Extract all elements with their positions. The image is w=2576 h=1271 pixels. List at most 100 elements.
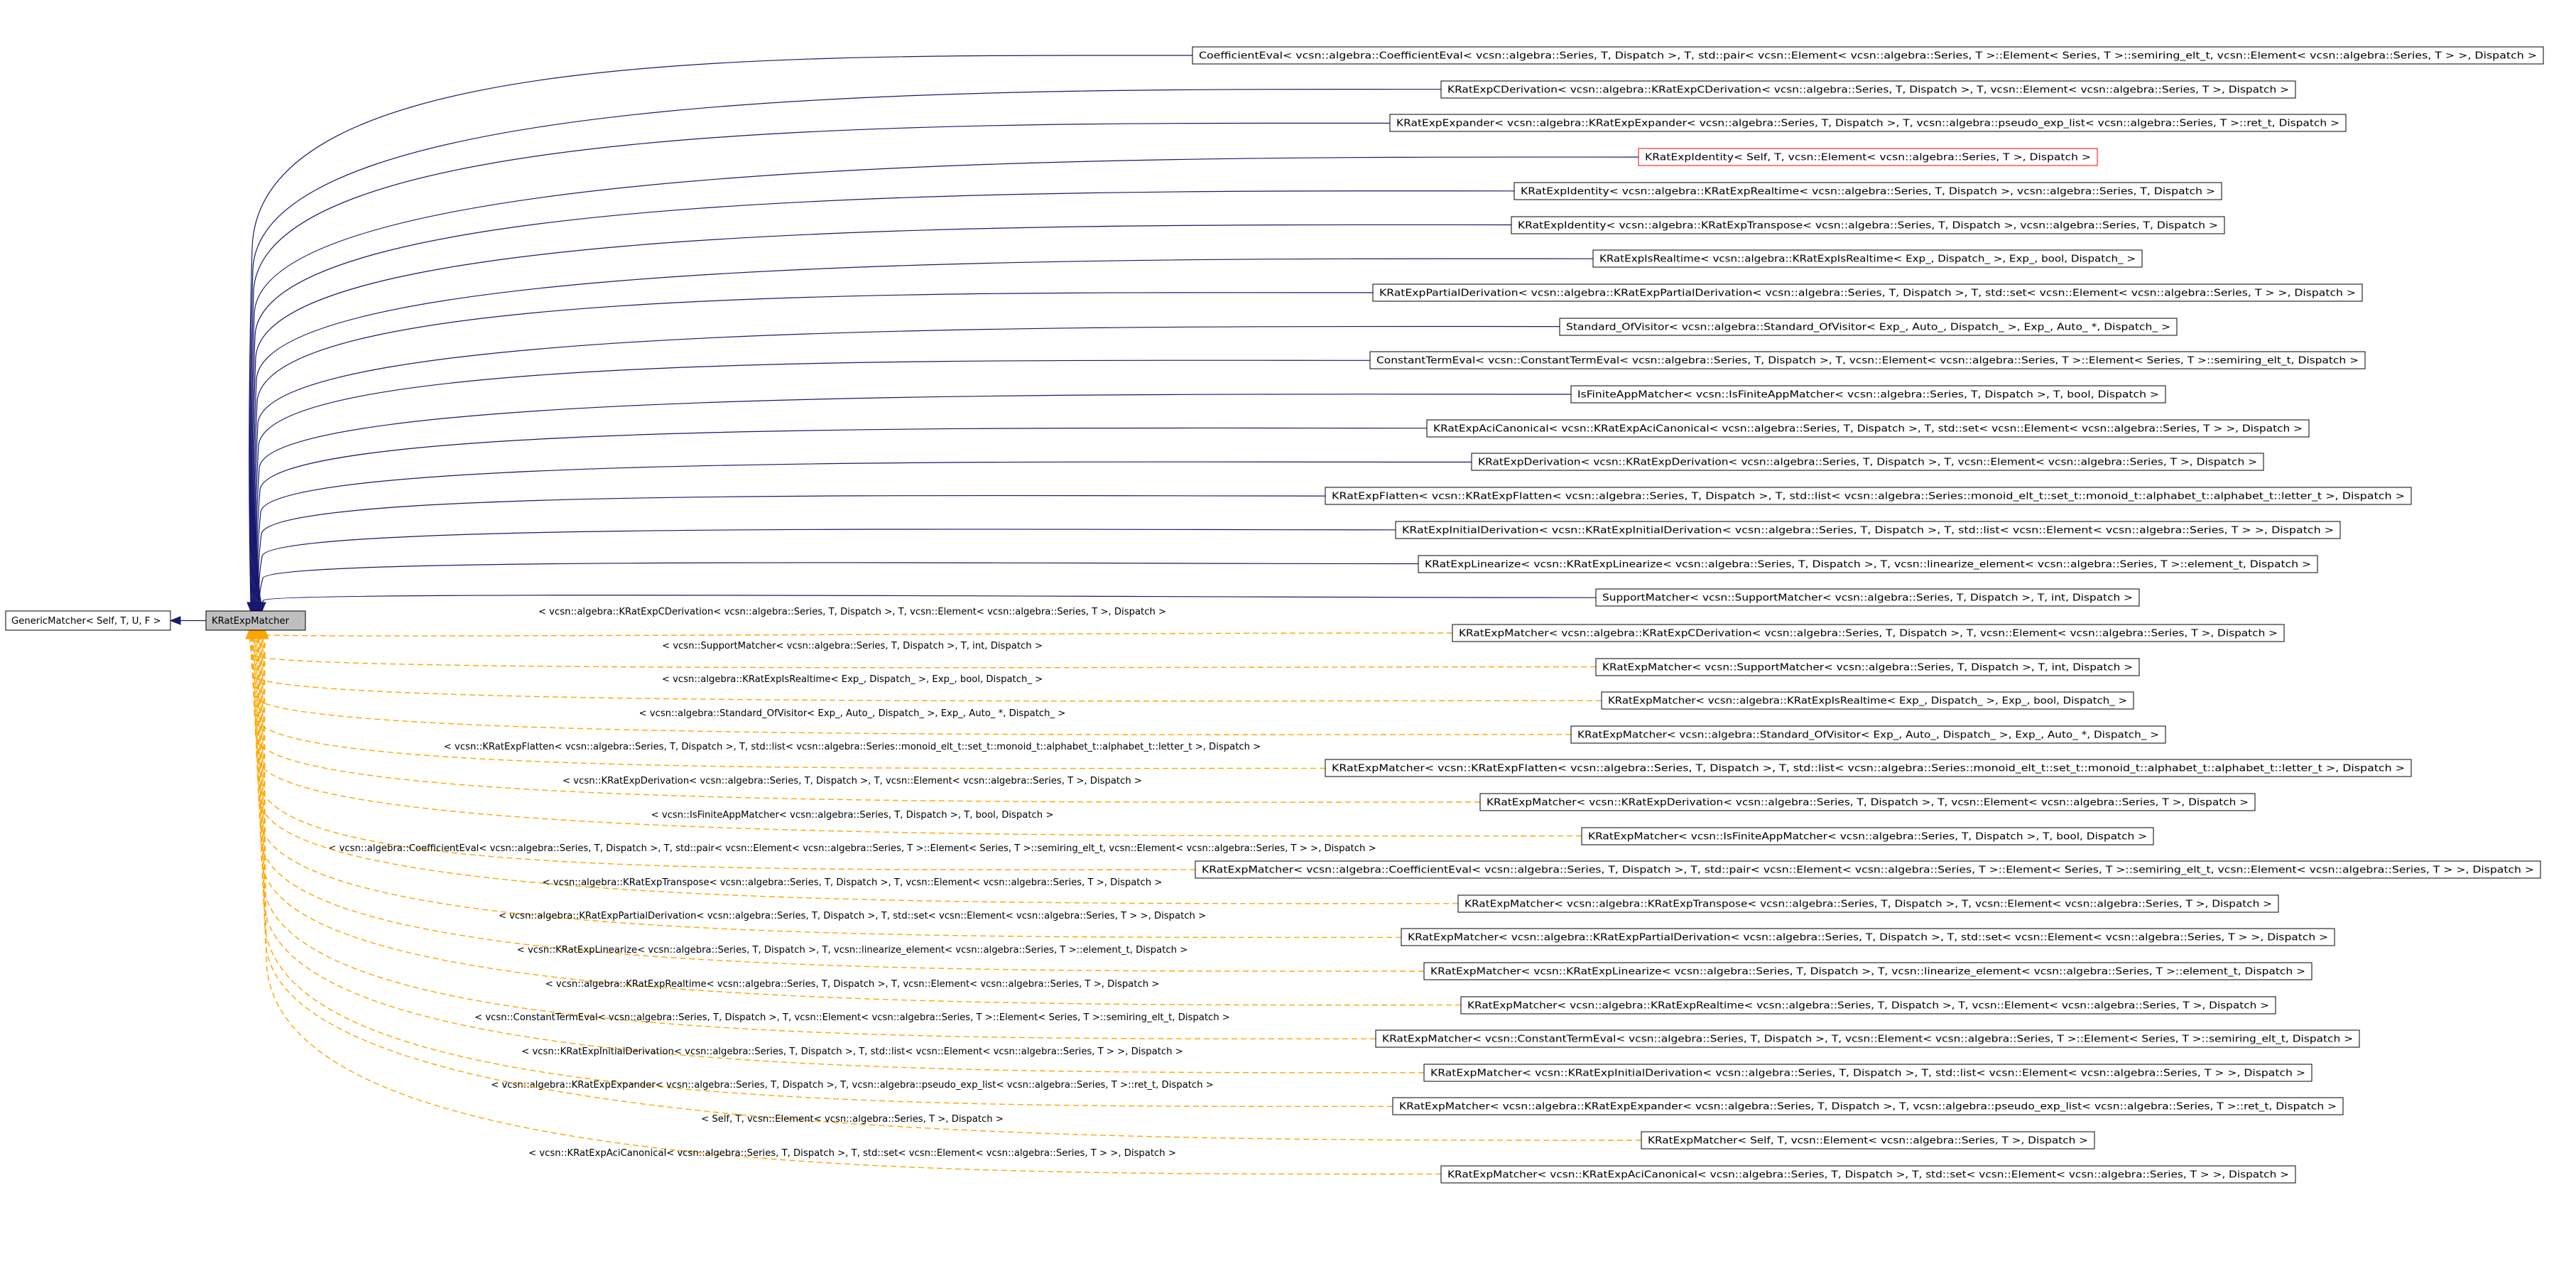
dashed-child-8-label: KRatExpMatcher< vcsn::algebra::KRatExpTr… [1464,899,2272,910]
dashed-edge-13 [261,635,1425,1073]
solid-child-8[interactable]: Standard_OfVisitor< vcsn::algebra::Stand… [1559,318,2178,336]
dashed-child-1[interactable]: KRatExpMatcher< vcsn::SupportMatcher< vc… [1595,658,2140,676]
dashed-child-2[interactable]: KRatExpMatcher< vcsn::algebra::KRatExpIs… [1601,691,2134,710]
solid-child-15-label: KRatExpLinearize< vcsn::KRatExpLinearize… [1425,560,2311,570]
solid-child-11-label: KRatExpAciCanonical< vcsn::KRatExpAciCan… [1433,424,2303,435]
solid-edge-8 [254,325,1560,606]
dashed-child-14[interactable]: KRatExpMatcher< vcsn::algebra::KRatExpEx… [1392,1097,2344,1115]
solid-child-5[interactable]: KRatExpIdentity< vcsn::algebra::KRatExpT… [1511,216,2225,234]
dashed-edge-label-12: < vcsn::ConstantTermEval< vcsn::algebra:… [474,1012,1230,1023]
solid-child-1-label: KRatExpCDerivation< vcsn::algebra::KRatE… [1447,85,2289,96]
solid-child-14-label: KRatExpInitialDerivation< vcsn::KRatExpI… [1402,526,2334,536]
solid-edge-12 [257,461,1472,606]
dashed-child-16[interactable]: KRatExpMatcher< vcsn::KRatExpAciCanonica… [1440,1165,2296,1184]
dashed-child-14-label: KRatExpMatcher< vcsn::algebra::KRatExpEx… [1399,1102,2337,1113]
node-generic-matcher-label: GenericMatcher< Self, T, U, F > [11,616,161,627]
edge-inherit-generic-arrow [169,616,181,625]
dashed-child-15[interactable]: KRatExpMatcher< Self, T, vcsn::Element< … [1641,1131,2095,1150]
solid-child-3[interactable]: KRatExpIdentity< Self, T, vcsn::Element<… [1638,148,2098,166]
dashed-edge-0 [248,632,1453,640]
dashed-child-10[interactable]: KRatExpMatcher< vcsn::KRatExpLinearize< … [1423,962,2313,980]
dashed-edge-label-3: < vcsn::algebra::Standard_OfVisitor< Exp… [639,708,1066,719]
dashed-edge-5 [253,635,1481,803]
dashed-edge-label-15: < Self, T, vcsn::Element< vcsn::algebra:… [701,1114,1004,1125]
dashed-child-11-label: KRatExpMatcher< vcsn::algebra::KRatExpRe… [1467,1001,2269,1012]
dashed-child-11[interactable]: KRatExpMatcher< vcsn::algebra::KRatExpRe… [1460,996,2276,1015]
solid-child-10-label: IsFiniteAppMatcher< vcsn::IsFiniteAppMat… [1577,390,2159,401]
solid-edge-10 [256,394,1572,606]
solid-edge-15 [259,562,1419,606]
dashed-child-2-label: KRatExpMatcher< vcsn::algebra::KRatExpIs… [1608,696,2127,707]
solid-child-3-label: KRatExpIdentity< Self, T, vcsn::Element<… [1645,153,2091,163]
dashed-child-6[interactable]: KRatExpMatcher< vcsn::IsFiniteAppMatcher… [1581,827,2154,845]
solid-child-2[interactable]: KRatExpExpander< vcsn::algebra::KRatExpE… [1389,114,2347,132]
dashed-edge-label-9: < vcsn::algebra::KRatExpPartialDerivatio… [499,911,1206,921]
solid-child-7-label: KRatExpPartialDerivation< vcsn::algebra:… [1379,288,2356,299]
solid-edge-9 [255,359,1371,606]
dashed-edge-12 [260,635,1376,1039]
node-kratexp-matcher[interactable]: KRatExpMatcher [205,610,306,631]
solid-child-5-label: KRatExpIdentity< vcsn::algebra::KRatExpT… [1518,221,2218,232]
solid-child-11[interactable]: KRatExpAciCanonical< vcsn::KRatExpAciCan… [1426,419,2310,438]
dashed-child-0-label: KRatExpMatcher< vcsn::algebra::KRatExpCD… [1459,629,2278,639]
solid-edge-6 [253,258,1594,606]
dashed-child-5-label: KRatExpMatcher< vcsn::KRatExpDerivation<… [1487,798,2249,808]
dashed-child-13[interactable]: KRatExpMatcher< vcsn::KRatExpInitialDeri… [1423,1064,2313,1082]
solid-edge-3 [251,156,1639,606]
dashed-edge-label-13: < vcsn::KRatExpInitialDerivation< vcsn::… [521,1046,1183,1057]
dashed-child-8[interactable]: KRatExpMatcher< vcsn::algebra::KRatExpTr… [1457,894,2279,913]
dashed-edge-label-6: < vcsn::IsFiniteAppMatcher< vcsn::algebr… [651,810,1054,821]
dashed-child-7[interactable]: KRatExpMatcher< vcsn::algebra::Coefficie… [1195,860,2541,879]
dashed-edge-label-16: < vcsn::KRatExpAciCanonical< vcsn::algeb… [528,1148,1176,1159]
solid-edge-4 [251,190,1515,606]
dashed-child-7-label: KRatExpMatcher< vcsn::algebra::Coefficie… [1202,865,2534,876]
solid-child-0-label: CoefficientEval< vcsn::algebra::Coeffici… [1199,51,2537,62]
solid-child-6[interactable]: KRatExpIsRealtime< vcsn::algebra::KRatEx… [1592,249,2143,268]
solid-child-13-label: KRatExpFlatten< vcsn::KRatExpFlatten< vc… [1332,492,2405,502]
node-generic-matcher[interactable]: GenericMatcher< Self, T, U, F > [5,610,171,631]
dashed-edge-label-14: < vcsn::algebra::KRatExpExpander< vcsn::… [491,1080,1213,1091]
solid-edge-1 [249,89,1442,606]
solid-edge-0 [249,55,1193,606]
solid-edge-5 [252,224,1512,606]
dashed-edge-label-4: < vcsn::KRatExpFlatten< vcsn::algebra::S… [444,742,1261,752]
solid-child-13[interactable]: KRatExpFlatten< vcsn::KRatExpFlatten< vc… [1325,487,2412,505]
solid-edge-2 [250,122,1391,606]
dashed-child-13-label: KRatExpMatcher< vcsn::KRatExpInitialDeri… [1430,1069,2305,1079]
solid-child-4-label: KRatExpIdentity< vcsn::algebra::KRatExpR… [1521,187,2215,198]
solid-child-9[interactable]: ConstantTermEval< vcsn::ConstantTermEval… [1369,351,2366,369]
dashed-child-6-label: KRatExpMatcher< vcsn::IsFiniteAppMatcher… [1588,832,2147,843]
dashed-edge-9 [257,635,1402,939]
solid-edge-14 [259,529,1396,606]
solid-child-14[interactable]: KRatExpInitialDerivation< vcsn::KRatExpI… [1395,521,2341,539]
dashed-child-0[interactable]: KRatExpMatcher< vcsn::algebra::KRatExpCD… [1452,624,2285,642]
dashed-child-3[interactable]: KRatExpMatcher< vcsn::algebra::Standard_… [1570,725,2166,744]
dashed-edge-label-1: < vcsn::SupportMatcher< vcsn::algebra::S… [662,641,1043,651]
solid-child-4[interactable]: KRatExpIdentity< vcsn::algebra::KRatExpR… [1513,182,2222,200]
solid-child-15[interactable]: KRatExpLinearize< vcsn::KRatExpLinearize… [1418,555,2318,573]
dashed-child-5[interactable]: KRatExpMatcher< vcsn::KRatExpDerivation<… [1479,793,2256,811]
dashed-edge-16 [263,635,1442,1175]
solid-child-6-label: KRatExpIsRealtime< vcsn::algebra::KRatEx… [1599,254,2136,265]
dashed-edge-label-5: < vcsn::KRatExpDerivation< vcsn::algebra… [563,776,1142,786]
dashed-edge-label-0: < vcsn::algebra::KRatExpCDerivation< vcs… [538,607,1166,617]
dashed-child-1-label: KRatExpMatcher< vcsn::SupportMatcher< vc… [1602,663,2133,674]
solid-edge-7 [254,292,1374,606]
dashed-edge-7 [255,635,1196,870]
solid-child-7[interactable]: KRatExpPartialDerivation< vcsn::algebra:… [1372,283,2363,302]
solid-child-1[interactable]: KRatExpCDerivation< vcsn::algebra::KRatE… [1440,80,2296,99]
dashed-edge-label-7: < vcsn::algebra::CoefficientEval< vcsn::… [328,843,1376,854]
dashed-edge-4 [252,635,1326,769]
dashed-child-4[interactable]: KRatExpMatcher< vcsn::KRatExpFlatten< vc… [1325,759,2412,777]
solid-child-0[interactable]: CoefficientEval< vcsn::algebra::Coeffici… [1192,46,2544,65]
solid-child-10[interactable]: IsFiniteAppMatcher< vcsn::IsFiniteAppMat… [1570,385,2166,404]
dashed-edge-6 [254,635,1582,837]
dashed-child-15-label: KRatExpMatcher< Self, T, vcsn::Element< … [1648,1136,2088,1147]
dashed-edge-10 [258,635,1425,972]
solid-child-16[interactable]: SupportMatcher< vcsn::SupportMatcher< vc… [1595,588,2140,607]
solid-child-12[interactable]: KRatExpDerivation< vcsn::KRatExpDerivati… [1471,453,2264,471]
dashed-child-9[interactable]: KRatExpMatcher< vcsn::algebra::KRatExpPa… [1401,928,2335,946]
dashed-child-12-label: KRatExpMatcher< vcsn::ConstantTermEval< … [1382,1034,2353,1045]
dashed-child-12[interactable]: KRatExpMatcher< vcsn::ConstantTermEval< … [1375,1029,2360,1048]
solid-child-8-label: Standard_OfVisitor< vcsn::algebra::Stand… [1566,323,2170,333]
